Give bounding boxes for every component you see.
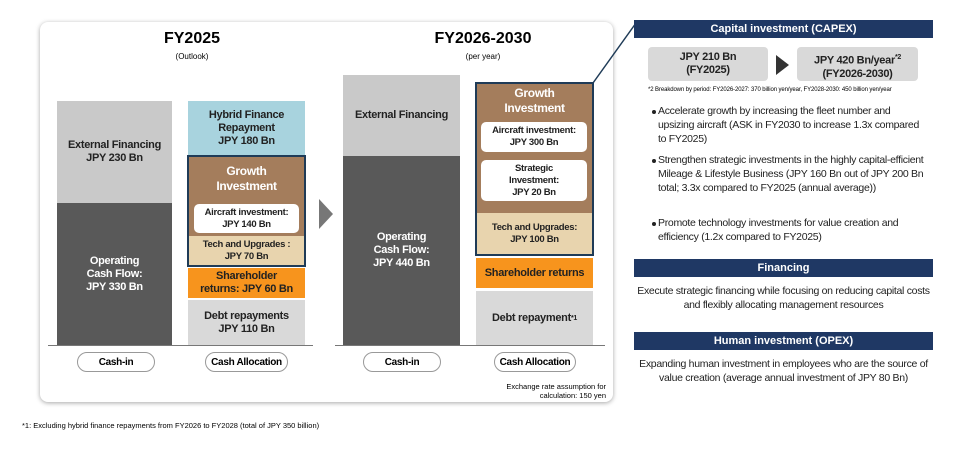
capex-bullet: Accelerate growth by increasing the flee… bbox=[658, 105, 919, 145]
cash-in-label: Cash-in bbox=[363, 352, 441, 372]
fy2026-subtitle: (per year) bbox=[465, 52, 501, 61]
human-text: Expanding human investment in employees … bbox=[639, 358, 928, 384]
debt-repayments: Debt repayments JPY 110 Bn bbox=[188, 300, 305, 345]
fy2026-title: FY2026-2030 bbox=[434, 30, 532, 47]
human-header: Human investment (OPEX) bbox=[634, 332, 933, 350]
cash-allocation-label: Cash Allocation bbox=[494, 352, 576, 372]
chevron-arrow bbox=[319, 199, 333, 229]
debt-note: *1 bbox=[570, 314, 577, 322]
cash-in-label: Cash-in bbox=[77, 352, 155, 372]
growth-border bbox=[475, 82, 594, 256]
capex-to-note: *2 bbox=[894, 54, 901, 61]
tech-upgrades: Tech and Upgrades: JPY 100 Bn bbox=[476, 213, 593, 255]
debt-text: Debt repayment bbox=[492, 311, 571, 324]
operating-cash-flow: Operating Cash Flow: JPY 330 Bn bbox=[57, 203, 172, 345]
bullet bbox=[652, 110, 656, 114]
bullet bbox=[652, 222, 656, 226]
aircraft-investment: Aircraft investment: JPY 140 Bn bbox=[194, 204, 299, 233]
shareholder-returns: Shareholder returns: JPY 60 Bn bbox=[188, 268, 305, 298]
growth-investment: Growth Investment bbox=[188, 156, 305, 202]
tech-upgrades: Tech and Upgrades : JPY 70 Bn bbox=[188, 236, 305, 266]
shareholder-returns: Shareholder returns bbox=[476, 258, 593, 288]
capex-to: JPY 420 Bn/year*2 (FY2026-2030) bbox=[797, 47, 918, 81]
strategic-investment: Strategic Investment: JPY 20 Bn bbox=[481, 160, 587, 201]
external-financing: External Financing bbox=[343, 75, 460, 156]
cash-allocation-label: Cash Allocation bbox=[205, 352, 288, 372]
footnote: *1: Excluding hybrid finance repayments … bbox=[22, 421, 320, 430]
capex-breakdown: *2 Breakdown by period: FY2026-2027: 370… bbox=[648, 87, 892, 93]
aircraft-investment: Aircraft investment: JPY 300 Bn bbox=[481, 122, 587, 152]
capex-to-period: (FY2026-2030) bbox=[822, 67, 893, 80]
financing-header: Financing bbox=[634, 259, 933, 277]
capex-bullet: Promote technology investments for value… bbox=[658, 217, 899, 243]
capex-from: JPY 210 Bn (FY2025) bbox=[648, 47, 768, 81]
capex-header: Capital investment (CAPEX) bbox=[634, 20, 933, 38]
capex-arrow bbox=[776, 55, 789, 75]
hybrid-repayment: Hybrid Finance Repayment JPY 180 Bn bbox=[188, 101, 305, 155]
fy2025-subtitle: (Outlook) bbox=[175, 52, 209, 61]
baseline bbox=[335, 345, 605, 346]
exchange-note: Exchange rate assumption for calculation… bbox=[506, 382, 606, 400]
growth-investment: Growth Investment bbox=[476, 83, 593, 119]
external-financing: External Financing JPY 230 Bn bbox=[57, 101, 172, 203]
capex-to-text: JPY 420 Bn/year bbox=[814, 54, 895, 67]
bullet bbox=[652, 159, 656, 163]
operating-cash-flow: Operating Cash Flow: JPY 440 Bn bbox=[343, 156, 460, 345]
capex-bullet: Strengthen strategic investments in the … bbox=[658, 154, 924, 194]
debt-repayment: Debt repayment *1 bbox=[476, 291, 593, 345]
growth-border bbox=[187, 155, 306, 267]
baseline bbox=[48, 345, 313, 346]
connector bbox=[592, 22, 637, 84]
financing-text: Execute strategic financing while focusi… bbox=[637, 285, 930, 311]
fy2025-title: FY2025 bbox=[163, 30, 221, 47]
